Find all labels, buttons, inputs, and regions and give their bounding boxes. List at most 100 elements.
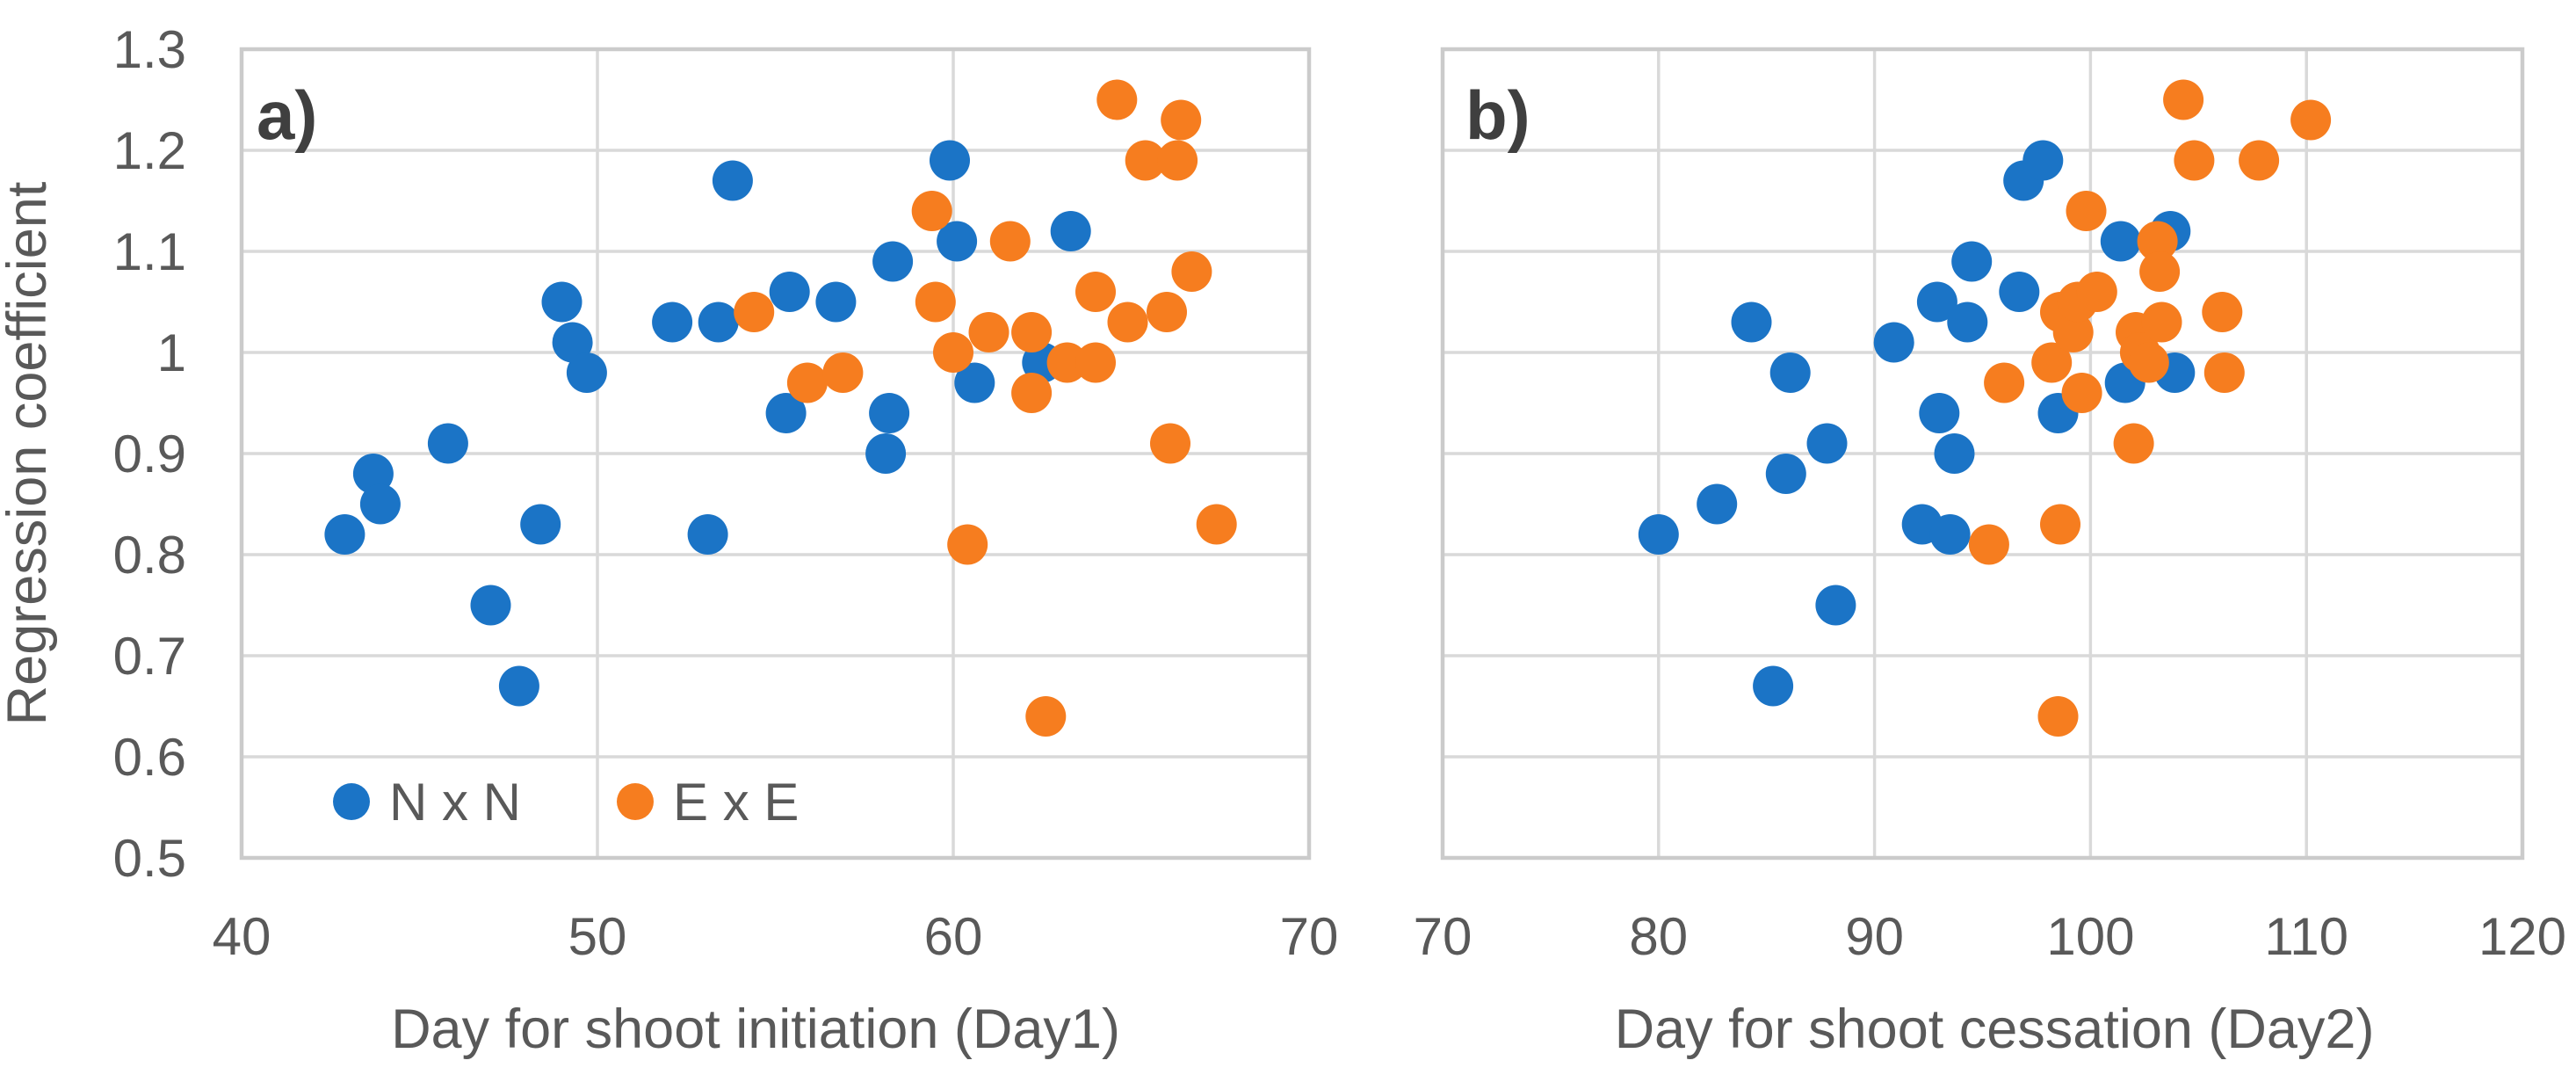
data-point-exe	[989, 221, 1031, 262]
data-point-exe	[2163, 79, 2204, 120]
y-axis-title: Regression coefficient	[0, 181, 58, 725]
data-point-nxn	[1769, 352, 1811, 393]
data-point-exe	[2037, 696, 2079, 737]
data-point-exe	[2239, 140, 2280, 181]
data-point-nxn	[470, 585, 511, 626]
x-tick-label: 70	[1414, 907, 1473, 966]
data-point-nxn	[687, 514, 728, 555]
plot-area-border	[239, 47, 1312, 861]
data-point-nxn	[352, 454, 394, 494]
x-tick-label: 100	[2046, 907, 2134, 966]
data-point-exe	[2203, 352, 2245, 393]
data-point-exe	[911, 191, 952, 231]
data-point-exe	[915, 281, 956, 323]
data-point-exe	[2141, 301, 2182, 343]
data-point-exe	[1968, 524, 2009, 565]
data-point-nxn	[1999, 272, 2040, 312]
y-tick-label: 1	[157, 323, 186, 382]
data-point-nxn	[712, 160, 753, 201]
panel-b-label: b)	[1465, 76, 1530, 154]
data-point-nxn	[566, 352, 607, 393]
data-point-nxn	[359, 483, 401, 525]
data-point-nxn	[930, 140, 970, 181]
data-point-exe	[933, 332, 973, 373]
panel-a-label: a)	[257, 76, 317, 154]
data-point-exe	[2040, 504, 2080, 545]
data-point-exe	[2139, 251, 2181, 292]
x-tick-label: 50	[568, 907, 627, 966]
legend-marker-nxn	[333, 783, 370, 820]
x-axis-title-day2: Day for shoot cessation (Day2)	[1615, 999, 2375, 1060]
data-point-nxn	[498, 665, 539, 707]
data-point-nxn	[652, 301, 693, 343]
data-point-nxn	[954, 362, 995, 403]
data-point-exe	[2137, 221, 2178, 262]
data-point-nxn	[1731, 301, 1772, 343]
data-point-exe	[947, 524, 988, 565]
x-axis-title-day1: Day for shoot initiation (Day1)	[391, 999, 1120, 1060]
data-point-exe	[1125, 140, 1166, 181]
data-point-nxn	[865, 433, 907, 474]
data-point-exe	[1150, 423, 1190, 464]
legend-label-nxn: N x N	[389, 773, 521, 832]
data-point-nxn	[1919, 393, 1960, 433]
data-point-exe	[822, 352, 864, 393]
x-tick-label: 80	[1629, 907, 1688, 966]
data-point-exe	[2061, 373, 2102, 413]
x-tick-label: 120	[2478, 907, 2566, 966]
data-point-nxn	[520, 504, 561, 545]
y-tick-label: 0.9	[113, 425, 186, 483]
data-point-nxn	[1947, 301, 1988, 343]
y-tick-label: 1.3	[113, 20, 186, 79]
y-tick-label: 0.8	[113, 526, 186, 585]
data-point-nxn	[872, 241, 914, 282]
data-point-exe	[1107, 301, 1148, 343]
data-point-exe	[1161, 99, 1202, 141]
data-point-exe	[2031, 342, 2073, 383]
data-point-nxn	[765, 393, 807, 433]
y-tick-label: 0.6	[113, 728, 186, 787]
data-point-nxn	[2100, 221, 2141, 262]
data-point-nxn	[1873, 322, 1914, 363]
data-point-nxn	[937, 221, 978, 262]
x-tick-label: 60	[924, 907, 983, 966]
data-point-nxn	[1806, 423, 1848, 464]
data-point-exe	[786, 362, 828, 403]
data-point-nxn	[1050, 211, 1091, 251]
data-point-nxn	[1753, 665, 1794, 707]
legend-marker-exe	[617, 783, 654, 820]
x-tick-label: 40	[213, 907, 271, 966]
data-point-nxn	[1765, 454, 1806, 494]
data-point-exe	[1011, 312, 1053, 352]
y-tick-label: 0.5	[113, 829, 186, 888]
data-point-exe	[2174, 140, 2215, 181]
plot-render-root: 40 50 60 70 1.3 1.2 1.1 1 0.9 0.8 0.7 0.6 0.5 70 80 90 1…	[113, 20, 2566, 966]
data-point-nxn	[1951, 241, 1993, 282]
data-point-nxn	[1815, 585, 1856, 626]
data-point-nxn	[1697, 483, 1738, 525]
data-point-nxn	[552, 322, 593, 363]
data-point-exe	[2066, 191, 2107, 231]
data-point-exe	[1046, 342, 1088, 383]
data-point-exe	[2076, 272, 2117, 312]
data-point-nxn	[1638, 514, 1679, 555]
plot-area-border	[1440, 47, 2525, 861]
data-point-nxn	[1916, 281, 1957, 323]
data-point-nxn	[2022, 140, 2064, 181]
data-point-nxn	[1929, 514, 1971, 555]
data-point-nxn	[541, 281, 582, 323]
legend: N x N E x E	[333, 773, 799, 832]
data-point-exe	[1196, 504, 1237, 545]
data-point-exe	[1157, 140, 1198, 181]
y-tick-label: 0.7	[113, 627, 186, 686]
y-tick-label: 1.2	[113, 121, 186, 180]
y-tick-label: 1.1	[113, 222, 186, 281]
x-tick-label: 70	[1280, 907, 1339, 966]
data-point-exe	[2128, 342, 2169, 383]
data-point-exe	[2052, 312, 2094, 352]
data-point-exe	[1984, 362, 2025, 403]
data-point-nxn	[427, 423, 468, 464]
data-point-exe	[2202, 292, 2243, 332]
